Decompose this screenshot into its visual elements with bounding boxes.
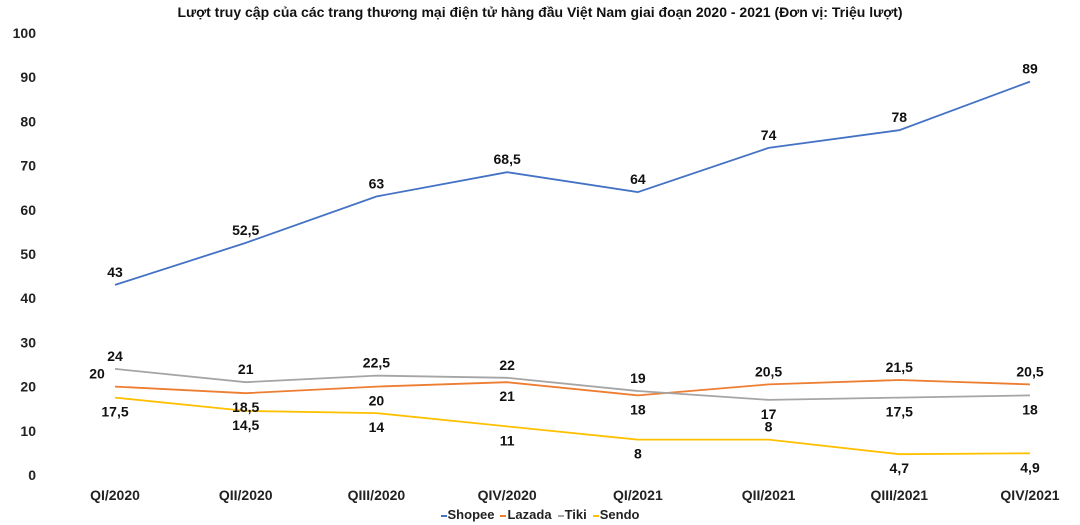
- x-tick-label: QIII/2020: [348, 487, 406, 503]
- data-label-lazada: 20,5: [1016, 363, 1043, 379]
- data-label-lazada: 21,5: [886, 359, 913, 375]
- data-label-tiki: 17,5: [886, 404, 913, 420]
- data-label-sendo: 11: [500, 432, 515, 448]
- data-label-sendo: 8: [765, 419, 773, 435]
- y-tick-label: 0: [28, 467, 36, 483]
- y-tick-label: 100: [13, 25, 37, 41]
- data-label-tiki: 24: [107, 348, 123, 364]
- y-tick-label: 30: [20, 334, 36, 350]
- data-label-tiki: 19: [630, 370, 646, 386]
- data-label-shopee: 43: [107, 264, 123, 280]
- legend-swatch: [500, 514, 507, 517]
- data-label-tiki: 22,5: [363, 355, 390, 371]
- series-line-sendo: [114, 396, 1031, 456]
- x-tick-label: QIII/2021: [870, 487, 928, 503]
- series-line-shopee: [114, 80, 1031, 286]
- legend-item-sendo: Sendo: [592, 507, 640, 522]
- data-label-tiki: 22: [499, 357, 515, 373]
- data-label-sendo: 14: [369, 419, 385, 435]
- data-label-lazada: 18,5: [232, 399, 259, 415]
- y-tick-label: 70: [20, 158, 36, 174]
- data-label-shopee: 52,5: [232, 222, 259, 238]
- data-label-lazada: 20: [369, 393, 385, 409]
- x-tick-label: QI/2021: [613, 487, 663, 503]
- data-label-shopee: 89: [1022, 61, 1038, 77]
- legend-swatch: [592, 514, 599, 517]
- y-tick-label: 90: [20, 69, 36, 85]
- data-label-sendo: 4,7: [890, 460, 910, 476]
- legend-label: Lazada: [507, 507, 552, 522]
- data-label-tiki: 17: [761, 406, 777, 422]
- y-tick-label: 40: [20, 290, 36, 306]
- data-label-lazada: 20,5: [755, 363, 782, 379]
- x-tick-label: QIV/2021: [1000, 487, 1059, 503]
- data-labels: 43 52,5 63 68,5 64 74 78 89 20 18,5 20 21 18 20,5 21,5…: [89, 61, 1044, 477]
- data-label-lazada: 18: [630, 401, 646, 417]
- legend-label: Shopee: [447, 507, 495, 522]
- series-line-lazada: [114, 379, 1031, 397]
- data-label-shopee: 68,5: [494, 151, 521, 167]
- x-tick-label: QIV/2020: [478, 487, 537, 503]
- data-label-sendo: 8: [634, 446, 642, 462]
- x-axis: QI/2020 QII/2020 QIII/2020 QIV/2020 QI/2021 Q…: [90, 487, 1060, 503]
- data-label-shopee: 78: [891, 109, 907, 125]
- y-tick-label: 80: [20, 113, 36, 129]
- x-tick-label: QI/2020: [90, 487, 140, 503]
- legend-label: Tiki: [564, 507, 587, 522]
- data-label-lazada: 21: [499, 388, 515, 404]
- series-lines: [114, 80, 1031, 456]
- data-label-sendo: 17,5: [101, 404, 128, 420]
- chart-title: Lượt truy cập của các trang thương mại đ…: [177, 4, 903, 20]
- legend-swatch: [440, 514, 447, 517]
- y-tick-label: 20: [20, 379, 36, 395]
- y-axis: 0 10 20 30 40 50 60 70 80 90 100: [13, 25, 37, 483]
- y-tick-label: 10: [20, 423, 36, 439]
- legend-swatch: [557, 514, 564, 517]
- data-label-sendo: 4,9: [1020, 459, 1040, 475]
- y-tick-label: 50: [20, 246, 36, 262]
- data-label-tiki: 21: [238, 361, 254, 377]
- x-tick-label: QII/2020: [219, 487, 273, 503]
- data-label-shopee: 64: [630, 171, 646, 187]
- legend-item-shopee: Shopee: [440, 507, 495, 522]
- data-label-sendo: 14,5: [232, 417, 259, 433]
- data-label-shopee: 74: [761, 127, 777, 143]
- data-label-tiki: 18: [1022, 401, 1038, 417]
- legend-item-tiki: Tiki: [557, 507, 587, 522]
- y-tick-label: 60: [20, 202, 36, 218]
- legend-label: Sendo: [599, 507, 640, 522]
- x-tick-label: QII/2021: [742, 487, 796, 503]
- series-line-tiki: [114, 368, 1031, 401]
- legend-item-lazada: Lazada: [500, 507, 552, 522]
- data-label-lazada: 20: [89, 366, 105, 382]
- data-label-shopee: 63: [369, 176, 385, 192]
- legend: Shopee Lazada Tiki Sendo: [0, 507, 1080, 522]
